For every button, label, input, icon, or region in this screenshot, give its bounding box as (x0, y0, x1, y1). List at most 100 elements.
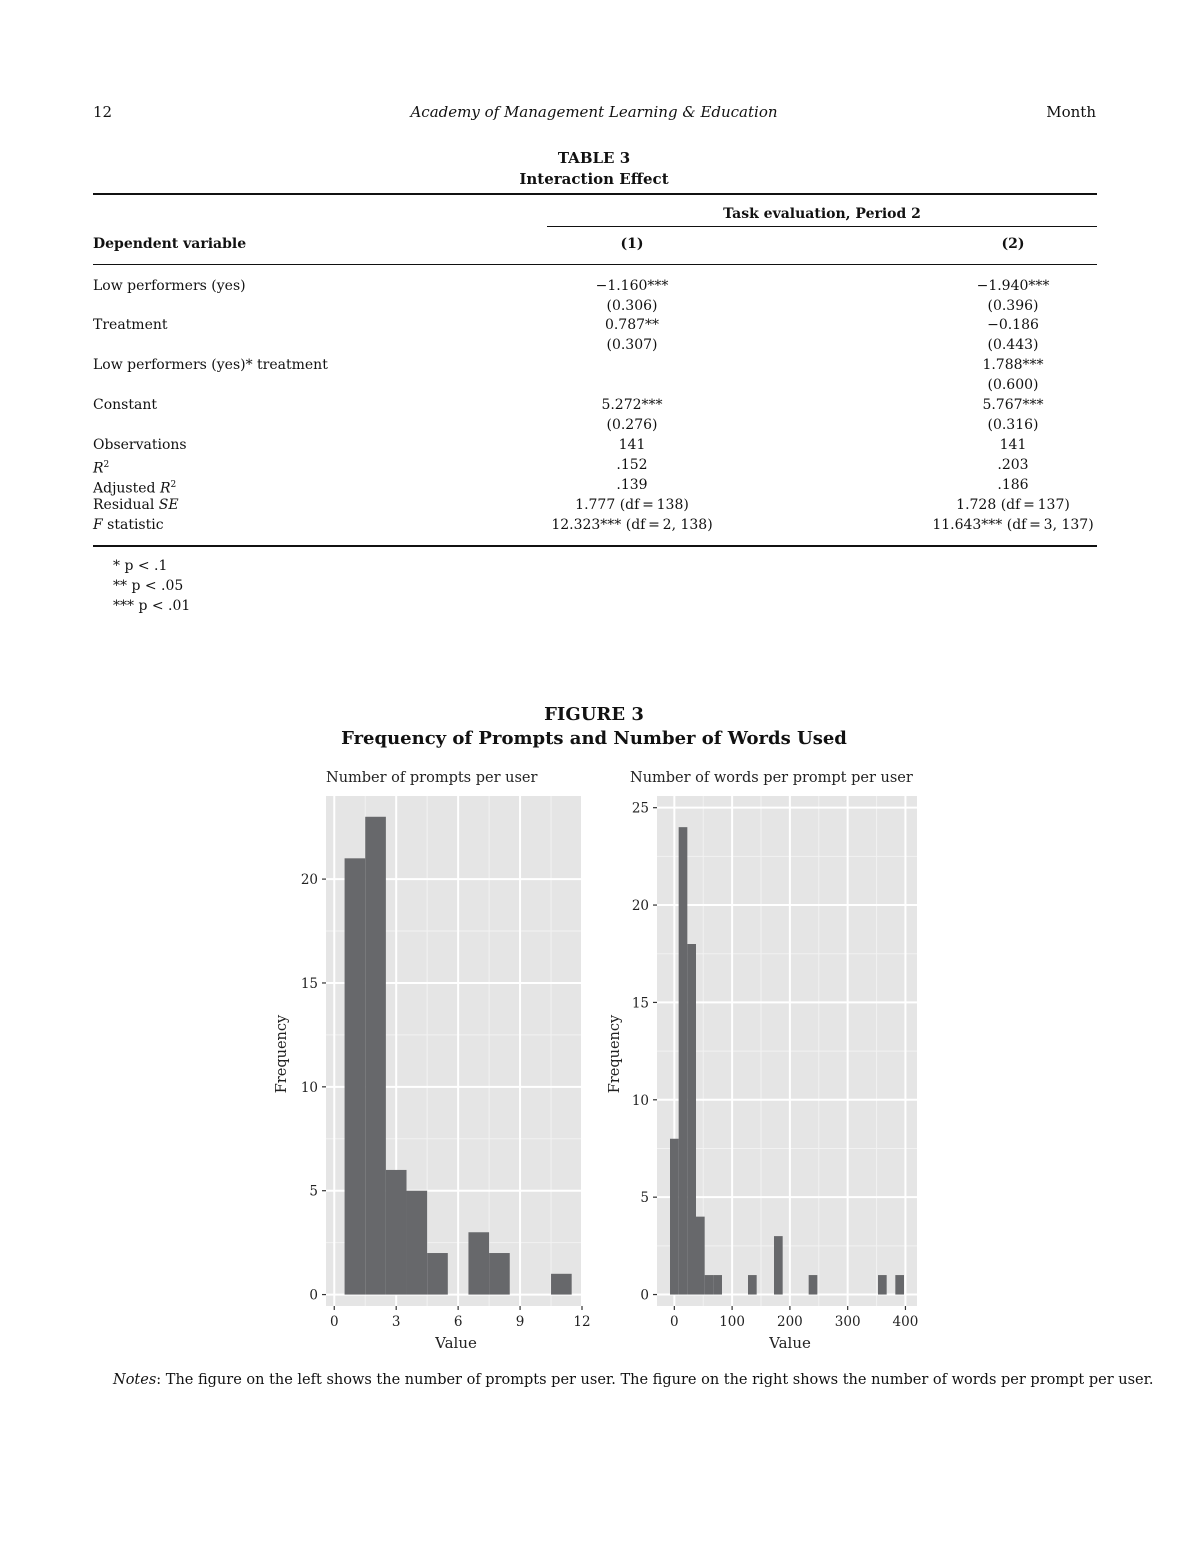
journal-title: Academy of Management Learning & Educati… (410, 103, 778, 121)
row-label-observations: Observations (93, 437, 187, 453)
y-tick-label: 0 (640, 1288, 649, 1304)
header-rule (93, 264, 1097, 265)
histogram-bar (774, 1236, 783, 1295)
x-tick-label: 9 (516, 1314, 525, 1330)
table-spanner: Task evaluation, Period 2 (723, 206, 921, 222)
cell-constant-c2-se: (0.316) (987, 417, 1039, 433)
y-axis-label: Frequency (607, 1014, 623, 1093)
histogram-bar (687, 944, 696, 1295)
histogram-bar (895, 1275, 904, 1295)
histogram-bar (427, 1253, 448, 1295)
cell-observations-c2: 141 (999, 437, 1027, 453)
histogram-bar (365, 816, 386, 1295)
histogram-bar (344, 858, 366, 1295)
histogram-bar (468, 1232, 490, 1295)
histogram-bar (489, 1253, 510, 1295)
chart-words-per-prompt: Number of words per prompt per user Valu… (607, 770, 919, 1352)
x-tick-label: 400 (893, 1314, 919, 1330)
column-2-header: (2) (1001, 236, 1025, 252)
footnote-p-001: *** p < .01 (113, 598, 191, 614)
row-label-adjusted-r2: Adjusted R2 (93, 480, 177, 497)
page-month: Month (1046, 103, 1096, 121)
y-tick-label: 15 (632, 995, 649, 1011)
row-label-constant: Constant (93, 397, 157, 413)
y-tick-label: 15 (301, 976, 318, 992)
row-label-residual-se: Residual SE (93, 497, 179, 513)
figure-title: Frequency of Prompts and Number of Words… (341, 728, 847, 749)
row-label-treatment: Treatment (93, 317, 168, 333)
cell-constant-c1: 5.272*** (601, 397, 663, 413)
column-1-header: (1) (620, 236, 644, 252)
cell-treatment-c2: −0.186 (987, 317, 1039, 333)
footnote-p-05: ** p < .05 (113, 578, 184, 594)
histogram-bar (678, 827, 688, 1295)
cell-adjusted-r2-c1: .139 (616, 477, 648, 493)
x-axis-label: Value (768, 1334, 811, 1352)
x-tick-label: 200 (777, 1314, 803, 1330)
cell-constant-c1-se: (0.276) (606, 417, 658, 433)
histogram-bar (878, 1275, 887, 1295)
histogram-bar (385, 1169, 407, 1295)
x-tick-label: 0 (670, 1314, 679, 1330)
figure-label: FIGURE 3 (544, 704, 644, 725)
x-tick-label: 12 (573, 1314, 590, 1330)
plot-area (657, 796, 917, 1306)
y-tick-label: 20 (632, 898, 649, 914)
plot-area (326, 796, 583, 1306)
cell-f-statistic-c1: 12.323*** (df = 2, 138) (551, 517, 713, 533)
cell-low-performers-c2: −1.940*** (976, 278, 1050, 294)
x-tick-label: 6 (454, 1314, 463, 1330)
x-tick-label: 3 (392, 1314, 401, 1330)
histogram-bar (670, 1138, 679, 1295)
table-label: TABLE 3 (557, 149, 631, 167)
x-axis-label: Value (434, 1334, 477, 1352)
chart-prompts-per-user: Number of prompts per user Value Frequen… (274, 770, 591, 1352)
histogram-bar (551, 1273, 572, 1295)
histogram-bar (704, 1275, 714, 1295)
spanner-rule (547, 226, 1097, 227)
cell-interaction-c2: 1.788*** (982, 357, 1044, 373)
page-number: 12 (93, 103, 113, 121)
row-label-r2: R2 (93, 460, 110, 477)
figure-notes: Notes: The figure on the left shows the … (113, 1372, 1154, 1388)
y-tick-label: 0 (309, 1288, 318, 1304)
table-top-rule (93, 193, 1097, 195)
table-bottom-rule (93, 545, 1097, 547)
cell-low-performers-c2-se: (0.396) (987, 298, 1039, 314)
y-tick-label: 10 (632, 1093, 649, 1109)
chart-title: Number of prompts per user (326, 770, 538, 786)
histogram-bar (696, 1216, 705, 1295)
row-label-interaction: Low performers (yes)* treatment (93, 357, 328, 373)
row-label-f-statistic: F statistic (93, 517, 164, 533)
cell-interaction-c2-se: (0.600) (987, 377, 1039, 393)
cell-residual-se-c1: 1.777 (df = 138) (575, 497, 689, 513)
cell-constant-c2: 5.767*** (982, 397, 1044, 413)
table-title: Interaction Effect (519, 170, 669, 188)
histogram-bar (808, 1275, 818, 1295)
x-tick-label: 100 (719, 1314, 745, 1330)
histogram-bar (406, 1190, 428, 1295)
x-tick-label: 300 (835, 1314, 861, 1330)
row-label-low-performers: Low performers (yes) (93, 278, 246, 294)
cell-r2-c1: .152 (616, 457, 648, 473)
cell-r2-c2: .203 (997, 457, 1029, 473)
x-tick-label: 0 (330, 1314, 339, 1330)
cell-low-performers-c1: −1.160*** (595, 278, 669, 294)
cell-low-performers-c1-se: (0.306) (606, 298, 658, 314)
cell-adjusted-r2-c2: .186 (997, 477, 1029, 493)
y-tick-label: 20 (301, 872, 318, 888)
y-tick-label: 10 (301, 1080, 318, 1096)
histogram-bar (748, 1275, 757, 1295)
cell-treatment-c1: 0.787** (604, 317, 660, 333)
cell-observations-c1: 141 (618, 437, 646, 453)
y-tick-label: 5 (640, 1190, 649, 1206)
y-tick-label: 25 (632, 801, 649, 817)
dependent-variable-header: Dependent variable (93, 236, 247, 252)
y-tick-label: 5 (309, 1184, 318, 1200)
cell-treatment-c2-se: (0.443) (987, 337, 1039, 353)
footnote-p-01: * p < .1 (113, 558, 168, 574)
histogram-bar (713, 1275, 722, 1295)
chart-title: Number of words per prompt per user (630, 770, 913, 786)
cell-f-statistic-c2: 11.643*** (df = 3, 137) (932, 517, 1094, 533)
cell-treatment-c1-se: (0.307) (606, 337, 658, 353)
